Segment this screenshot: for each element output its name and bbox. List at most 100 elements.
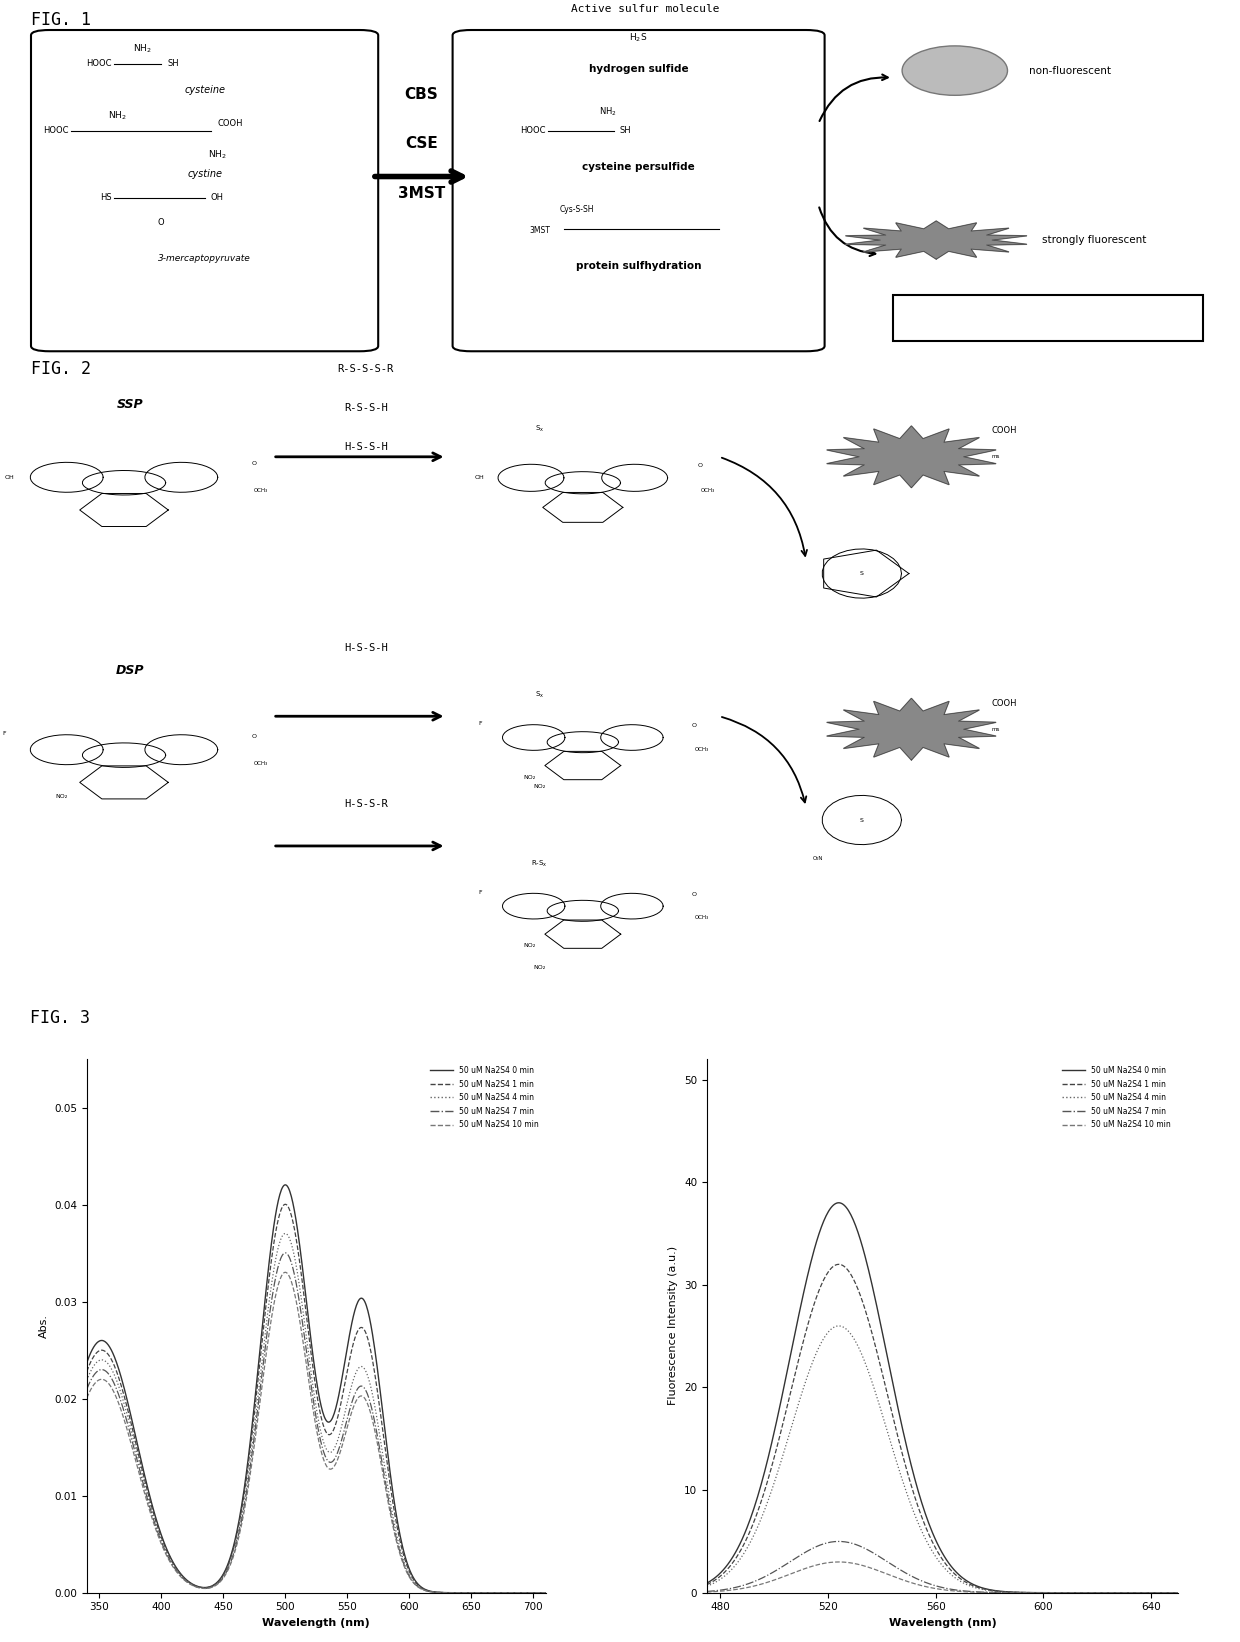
Text: 3MST: 3MST	[529, 227, 549, 235]
Line: 50 uM Na2S4 1 min: 50 uM Na2S4 1 min	[707, 1264, 1178, 1593]
Text: S$_{\rm x}$: S$_{\rm x}$	[534, 424, 544, 433]
Text: NO₂: NO₂	[56, 793, 68, 798]
Text: CSE: CSE	[405, 136, 438, 151]
50 uM Na2S4 0 min	[1171, 1583, 1185, 1603]
Text: protein sulfhydration: protein sulfhydration	[575, 261, 702, 271]
Text: SSP: SSP	[117, 399, 144, 412]
Text: DSP: DSP	[117, 665, 144, 678]
Text: $\rm NH_2$: $\rm NH_2$	[207, 148, 227, 161]
Text: CBS: CBS	[404, 87, 439, 102]
Polygon shape	[827, 425, 996, 488]
Legend: 50 uM Na2S4 0 min, 50 uM Na2S4 1 min, 50 uM Na2S4 4 min, 50 uM Na2S4 7 min, 50 u: 50 uM Na2S4 0 min, 50 uM Na2S4 1 min, 50…	[1059, 1062, 1174, 1133]
50 uM Na2S4 1 min	[351, 1320, 366, 1340]
50 uM Na2S4 1 min	[997, 1581, 1012, 1601]
FancyBboxPatch shape	[893, 296, 1203, 340]
50 uM Na2S4 4 min	[351, 1360, 366, 1379]
50 uM Na2S4 0 min	[1043, 1583, 1058, 1603]
Text: FIG. 3: FIG. 3	[30, 1010, 89, 1026]
Text: Active sulfur molecule: Active sulfur molecule	[570, 3, 719, 13]
50 uM Na2S4 1 min	[1040, 1583, 1055, 1603]
50 uM Na2S4 7 min	[538, 1583, 553, 1603]
Text: COOH: COOH	[992, 427, 1018, 435]
Y-axis label: Fluorescence Intensity (a.u.): Fluorescence Intensity (a.u.)	[668, 1246, 678, 1406]
Line: 50 uM Na2S4 4 min: 50 uM Na2S4 4 min	[87, 1233, 546, 1593]
50 uM Na2S4 10 min	[387, 1520, 402, 1540]
50 uM Na2S4 7 min	[351, 1378, 366, 1397]
50 uM Na2S4 1 min	[887, 1414, 901, 1433]
50 uM Na2S4 0 min	[854, 1233, 869, 1253]
50 uM Na2S4 4 min	[756, 1502, 771, 1522]
Ellipse shape	[901, 46, 1008, 95]
50 uM Na2S4 4 min	[1043, 1583, 1058, 1603]
50 uM Na2S4 0 min	[288, 1205, 303, 1225]
Text: OH: OH	[474, 475, 484, 481]
Text: OH: OH	[5, 475, 15, 479]
Text: strongly fluorescent: strongly fluorescent	[1042, 235, 1146, 245]
Text: 3MST: 3MST	[398, 186, 445, 200]
Polygon shape	[827, 698, 996, 760]
50 uM Na2S4 1 min	[79, 1361, 94, 1381]
50 uM Na2S4 4 min	[854, 1343, 869, 1363]
50 uM Na2S4 0 min	[351, 1292, 366, 1312]
X-axis label: Wavelength (nm): Wavelength (nm)	[889, 1617, 996, 1627]
50 uM Na2S4 7 min	[1043, 1583, 1058, 1603]
50 uM Na2S4 4 min	[538, 1583, 553, 1603]
50 uM Na2S4 10 min	[278, 1263, 293, 1282]
Text: OCH₃: OCH₃	[701, 488, 715, 493]
Text: $\rm NH_2$: $\rm NH_2$	[599, 105, 616, 118]
Text: ms: ms	[992, 727, 1001, 732]
Text: S: S	[859, 571, 864, 576]
50 uM Na2S4 0 min	[197, 1578, 212, 1598]
Text: R-S-S-H: R-S-S-H	[343, 404, 388, 414]
50 uM Na2S4 10 min	[756, 1573, 771, 1593]
50 uM Na2S4 4 min	[425, 1583, 440, 1603]
50 uM Na2S4 0 min	[387, 1489, 402, 1509]
Line: 50 uM Na2S4 7 min: 50 uM Na2S4 7 min	[87, 1253, 546, 1593]
Text: F: F	[479, 721, 482, 726]
Text: OCH₃: OCH₃	[694, 915, 709, 920]
Text: NO₂: NO₂	[533, 783, 546, 788]
50 uM Na2S4 10 min	[351, 1387, 366, 1407]
50 uM Na2S4 4 min	[160, 1545, 175, 1565]
50 uM Na2S4 1 min	[699, 1575, 714, 1594]
Line: 50 uM Na2S4 10 min: 50 uM Na2S4 10 min	[707, 1562, 1178, 1593]
50 uM Na2S4 10 min	[538, 1583, 553, 1603]
Text: Fluorescent probe: Fluorescent probe	[994, 312, 1101, 323]
50 uM Na2S4 10 min	[854, 1555, 869, 1575]
Text: NO₂: NO₂	[523, 775, 536, 780]
50 uM Na2S4 4 min	[288, 1250, 303, 1269]
50 uM Na2S4 10 min	[699, 1583, 714, 1603]
50 uM Na2S4 4 min	[699, 1576, 714, 1596]
50 uM Na2S4 7 min	[288, 1268, 303, 1287]
Text: non-fluorescent: non-fluorescent	[1029, 66, 1111, 76]
50 uM Na2S4 4 min	[1040, 1583, 1055, 1603]
50 uM Na2S4 0 min	[997, 1581, 1012, 1601]
50 uM Na2S4 1 min	[160, 1543, 175, 1563]
50 uM Na2S4 1 min	[197, 1578, 212, 1598]
50 uM Na2S4 7 min	[1171, 1583, 1185, 1603]
Text: O: O	[252, 734, 257, 739]
50 uM Na2S4 0 min	[832, 1194, 847, 1213]
50 uM Na2S4 1 min	[1171, 1583, 1185, 1603]
Text: O: O	[692, 892, 697, 897]
50 uM Na2S4 10 min	[997, 1583, 1012, 1603]
Text: H-S-S-R: H-S-S-R	[343, 800, 388, 810]
Text: OCH₃: OCH₃	[254, 488, 269, 493]
Text: O: O	[692, 724, 697, 729]
Line: 50 uM Na2S4 0 min: 50 uM Na2S4 0 min	[707, 1204, 1178, 1593]
50 uM Na2S4 7 min	[832, 1532, 847, 1552]
50 uM Na2S4 10 min	[425, 1583, 440, 1603]
50 uM Na2S4 10 min	[887, 1566, 901, 1586]
50 uM Na2S4 7 min	[997, 1583, 1012, 1603]
Text: O: O	[157, 218, 165, 227]
Line: 50 uM Na2S4 10 min: 50 uM Na2S4 10 min	[87, 1273, 546, 1593]
50 uM Na2S4 7 min	[756, 1568, 771, 1588]
50 uM Na2S4 7 min	[425, 1583, 440, 1603]
50 uM Na2S4 10 min	[288, 1286, 303, 1305]
Text: $\rm H_2S$: $\rm H_2S$	[630, 31, 647, 44]
Text: hydrogen sulfide: hydrogen sulfide	[589, 64, 688, 74]
Text: O: O	[698, 463, 703, 468]
50 uM Na2S4 1 min	[1043, 1583, 1058, 1603]
Text: cysteine persulfide: cysteine persulfide	[583, 163, 694, 172]
Text: FIG. 2: FIG. 2	[31, 360, 91, 378]
